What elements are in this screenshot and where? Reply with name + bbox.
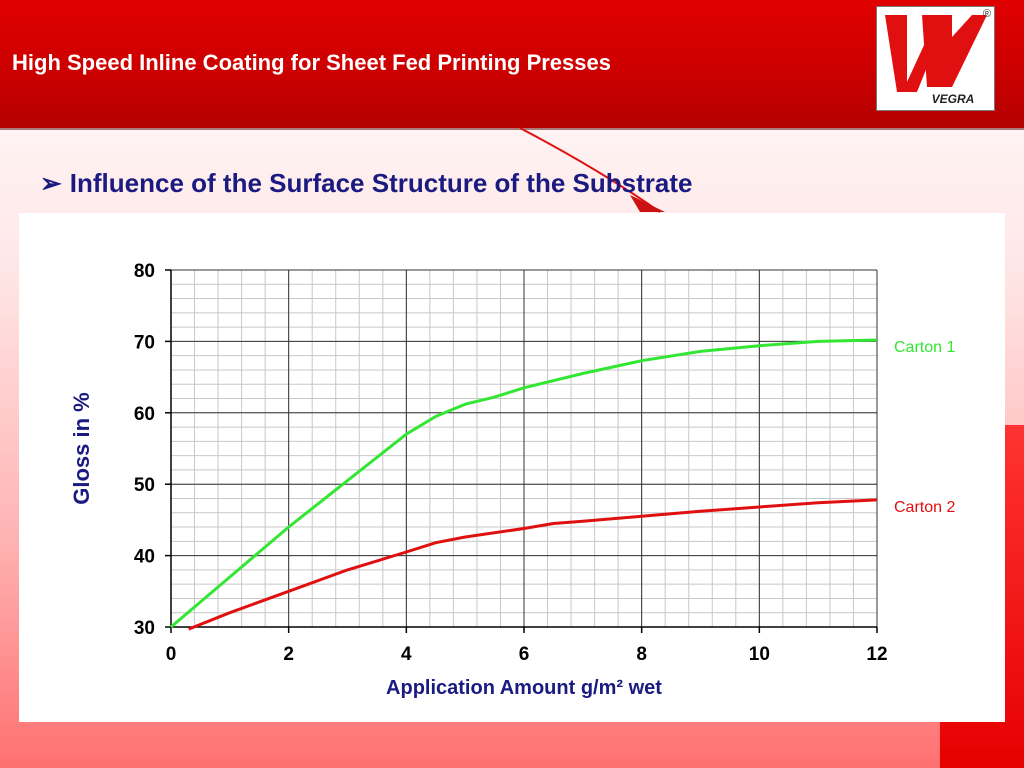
series-line-carton-1 [170,338,878,629]
gloss-chart: 0 2 4 6 8 10 12 30 40 50 60 70 80 Application Amount … [69,261,955,699]
y-tick-label: 30 [134,618,155,639]
y-tick-label: 40 [134,547,155,568]
x-tick-label: 10 [749,644,770,665]
y-tick-label: 60 [134,404,155,425]
y-tick-label: 50 [134,475,155,496]
subtitle-text: Influence of the Surface Structure of th… [69,168,693,198]
registered-mark: ® [982,8,991,20]
chart-panel: 0 2 4 6 8 10 12 30 40 50 60 70 80 Application Amount … [19,213,1005,722]
x-tick-label: 4 [401,644,412,665]
series-label-carton-1: Carton 1 [894,339,955,356]
slide-subtitle: ➢ Influence of the Surface Structure of t… [40,168,692,199]
vegra-logo: VEGRA ® [876,6,995,111]
series-line-carton-2 [188,498,878,631]
arrow-bullet-icon: ➢ [40,168,62,198]
y-tick-label: 70 [134,332,155,353]
slide-header: High Speed Inline Coating for Sheet Fed … [0,0,1024,128]
series-label-carton-2: Carton 2 [894,499,955,516]
x-tick-label: 2 [283,644,294,665]
x-tick-label: 8 [636,644,647,665]
x-tick-label: 6 [519,644,530,665]
logo-text: VEGRA [932,92,975,106]
x-axis-label: Application Amount g/m² wet [386,677,662,699]
slide-title: High Speed Inline Coating for Sheet Fed … [12,50,611,75]
x-tick-label: 0 [166,644,177,665]
x-tick-label: 12 [866,644,887,665]
y-axis-label: Gloss in % [69,392,94,504]
y-tick-label: 80 [134,261,155,282]
